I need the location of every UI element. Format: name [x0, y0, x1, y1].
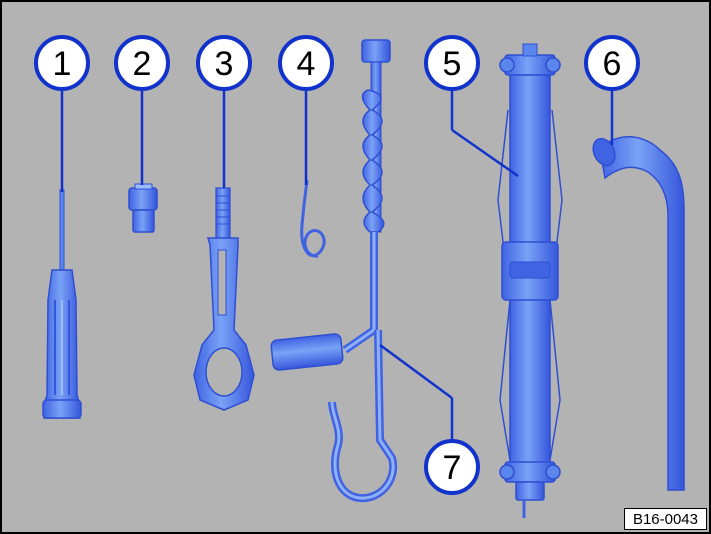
callout-5-label: 5 — [443, 45, 462, 83]
callout-4-label: 4 — [297, 45, 316, 83]
callout-6: 6 — [584, 35, 640, 91]
screwdriver-icon — [42, 189, 82, 419]
callout-3-label: 3 — [215, 45, 234, 83]
callout-6-label: 6 — [603, 45, 622, 83]
jack-icon — [497, 43, 563, 518]
wheel-brace-icon — [592, 136, 685, 491]
spring-clip-icon — [300, 179, 326, 258]
callout-2: 2 — [114, 35, 170, 91]
towing-eye-icon — [193, 187, 255, 411]
callout-2-label: 2 — [133, 45, 152, 83]
callout-7-label: 7 — [443, 449, 462, 487]
leader-line-5b — [451, 128, 519, 178]
figure-code-label: B16-0043 — [623, 508, 707, 530]
callout-5: 5 — [424, 35, 480, 91]
crank-handle-icon — [270, 39, 398, 503]
callout-3: 3 — [196, 35, 252, 91]
callout-1: 1 — [34, 35, 90, 91]
callout-7: 7 — [424, 439, 480, 495]
callout-4: 4 — [278, 35, 334, 91]
adapter-icon — [128, 183, 158, 233]
leader-line-7a — [379, 343, 453, 400]
leader-lines — [60, 85, 614, 445]
callout-1-label: 1 — [53, 45, 72, 83]
